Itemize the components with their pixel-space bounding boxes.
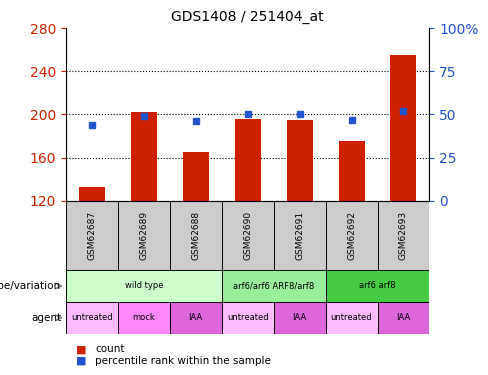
Text: percentile rank within the sample: percentile rank within the sample	[95, 356, 271, 366]
Bar	[222, 201, 274, 270]
Text: GSM62689: GSM62689	[139, 211, 148, 260]
Bar	[325, 302, 378, 334]
Text: untreated: untreated	[331, 314, 372, 322]
Bar	[325, 270, 429, 302]
Text: GSM62691: GSM62691	[295, 211, 304, 260]
Bar	[390, 55, 416, 201]
Text: arf6/arf6 ARF8/arf8: arf6/arf6 ARF8/arf8	[233, 281, 314, 290]
Text: untreated: untreated	[71, 314, 113, 322]
Text: GSM62687: GSM62687	[87, 211, 96, 260]
Text: arf6 arf8: arf6 arf8	[359, 281, 396, 290]
Text: GSM62692: GSM62692	[347, 211, 356, 260]
Bar	[235, 118, 261, 201]
Title: GDS1408 / 251404_at: GDS1408 / 251404_at	[171, 10, 324, 24]
Text: GSM62690: GSM62690	[243, 211, 252, 260]
Bar	[339, 141, 365, 201]
Bar	[222, 270, 325, 302]
Bar	[131, 112, 157, 201]
Bar	[325, 201, 378, 270]
Bar	[274, 201, 325, 270]
Bar	[274, 302, 325, 334]
Bar	[79, 187, 105, 201]
Bar	[222, 302, 274, 334]
Text: untreated: untreated	[227, 314, 268, 322]
Text: IAA: IAA	[396, 314, 410, 322]
Bar	[118, 302, 170, 334]
Text: mock: mock	[132, 314, 155, 322]
Bar	[66, 302, 118, 334]
Text: agent: agent	[31, 313, 61, 323]
Bar	[66, 270, 222, 302]
Text: genotype/variation: genotype/variation	[0, 281, 61, 291]
Bar	[286, 120, 313, 201]
Bar	[118, 201, 170, 270]
Text: ■: ■	[76, 356, 86, 366]
Bar	[378, 302, 429, 334]
Text: GSM62688: GSM62688	[191, 211, 200, 260]
Text: ■: ■	[76, 345, 86, 354]
Bar	[170, 201, 222, 270]
Text: IAA: IAA	[292, 314, 307, 322]
Bar	[66, 201, 118, 270]
Text: GSM62693: GSM62693	[399, 211, 408, 260]
Bar	[170, 302, 222, 334]
Bar	[378, 201, 429, 270]
Text: count: count	[95, 345, 124, 354]
Text: wild type: wild type	[124, 281, 163, 290]
Bar	[183, 152, 209, 201]
Text: IAA: IAA	[188, 314, 203, 322]
